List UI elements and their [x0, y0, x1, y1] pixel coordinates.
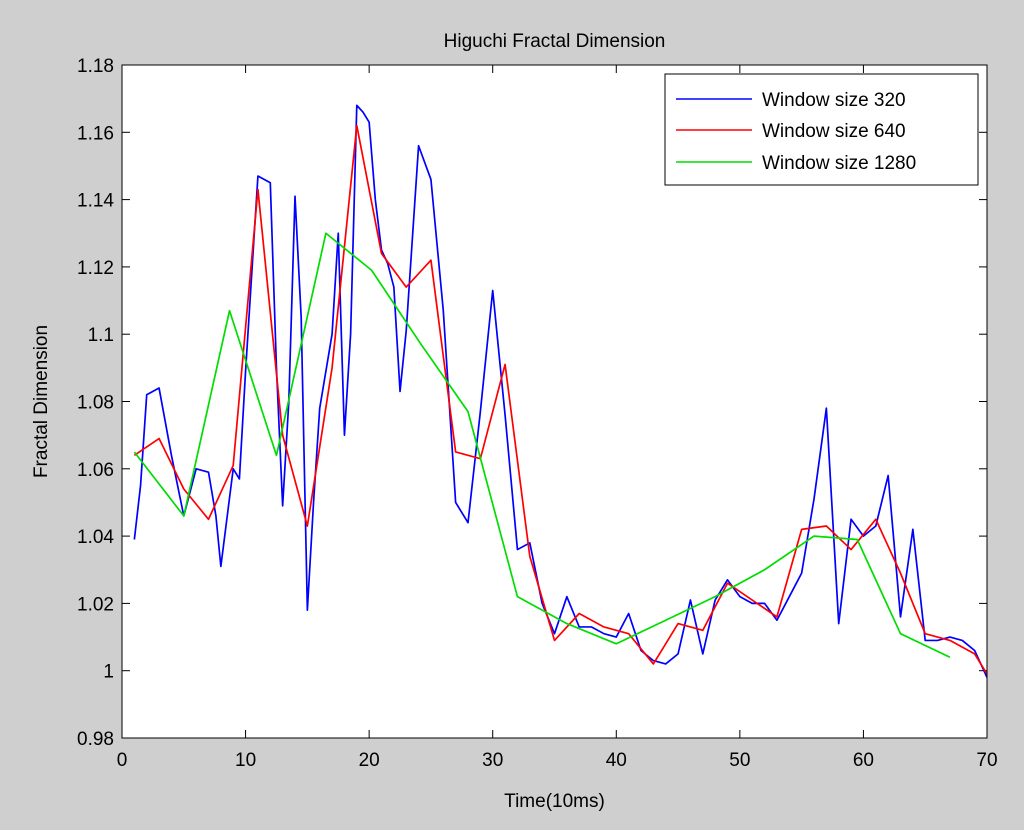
series-line-window-size-320 — [133, 104, 987, 678]
legend-label-320: Window size 320 — [762, 90, 906, 111]
x-tick-label: 10 — [235, 750, 256, 771]
x-tick-label: 60 — [853, 750, 874, 771]
y-tick-label: 1.12 — [77, 258, 114, 279]
series-lines — [133, 104, 987, 678]
y-tick-label: 1.18 — [77, 56, 114, 77]
legend-label-640: Window size 640 — [762, 121, 906, 142]
y-tick-label: 1.16 — [77, 123, 114, 144]
x-axis-label: Time(10ms) — [504, 791, 605, 812]
x-tick-label: 0 — [117, 750, 128, 771]
x-tick-label: 50 — [729, 750, 750, 771]
x-tick-label: 20 — [359, 750, 380, 771]
y-tick-label: 1.04 — [77, 527, 114, 548]
series-line-window-size-1280 — [133, 232, 951, 659]
plot-frame — [121, 64, 988, 739]
y-tick-label: 0.98 — [77, 729, 114, 750]
legend: Window size 320 Window size 640 Window s… — [664, 73, 979, 186]
y-tick-label: 1.06 — [77, 460, 114, 481]
y-tick-label: 1.08 — [77, 393, 114, 414]
y-tick-label: 1.1 — [88, 325, 114, 346]
y-tick-label: 1.02 — [77, 594, 114, 615]
y-tick-label: 1.14 — [77, 191, 114, 212]
legend-label-1280: Window size 1280 — [762, 153, 916, 174]
x-tick-label: 30 — [482, 750, 503, 771]
y-axis-label: Fractal Dimension — [31, 325, 52, 478]
x-tick-label: 40 — [606, 750, 627, 771]
series-line-window-size-640 — [133, 124, 987, 675]
axis-ticks: 0 10 20 30 40 50 60 70 0.98 1 1.02 1.04 1.06 1.08 1.1 1… — [77, 56, 998, 771]
y-tick-label: 1 — [103, 662, 114, 683]
chart-title: Higuchi Fractal Dimension — [444, 31, 666, 52]
x-tick-label: 70 — [976, 750, 997, 771]
